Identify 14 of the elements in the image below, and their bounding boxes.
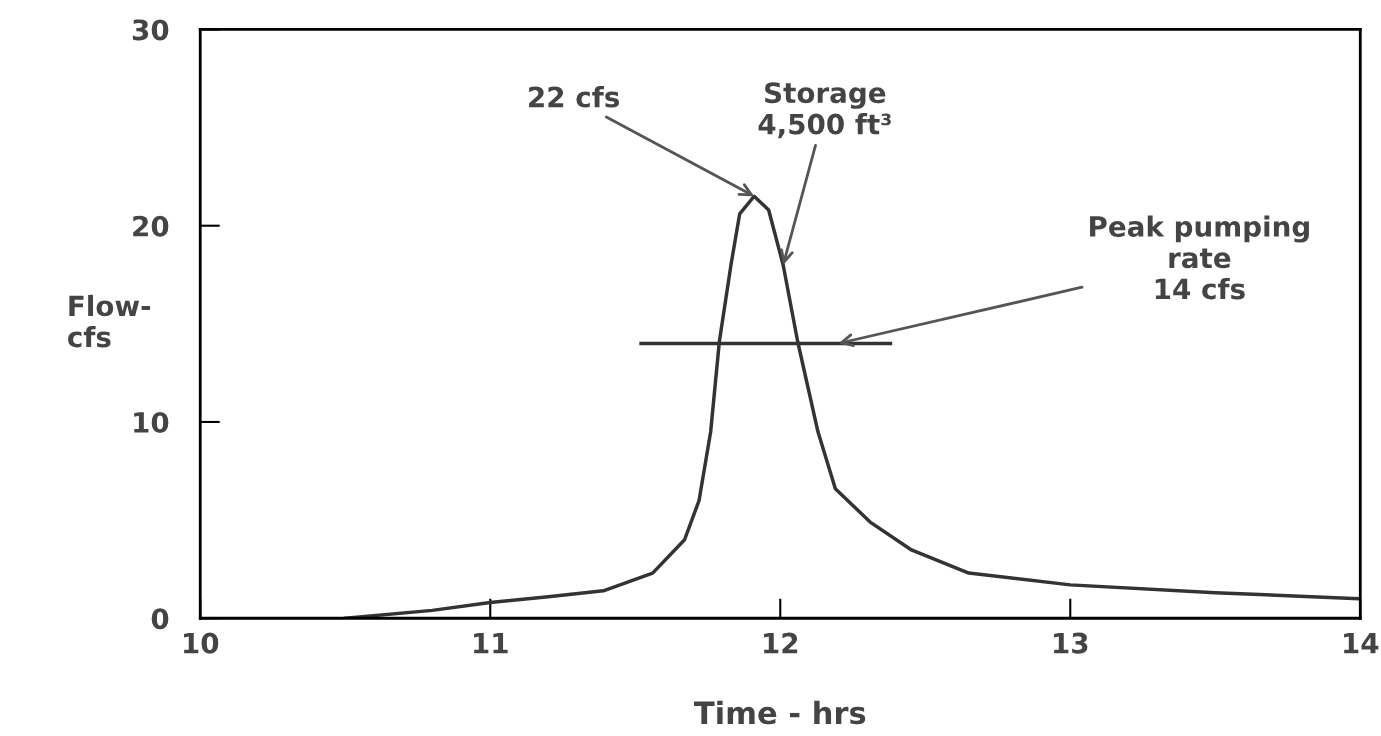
x-tick-label: 12 [764,632,798,654]
x-tick-label: 14 [1344,632,1379,654]
y-tick-label: 10 [134,411,169,433]
annotation: Peak pumping rate 14 cfs [1090,215,1309,300]
annotation: 22 cfs [529,86,619,108]
x-tick-label: 11 [474,632,508,654]
y-tick-label: 20 [133,215,169,237]
x-axis-title: Time - hrs [693,700,866,725]
y-tick-label: 0 [151,608,169,630]
y-tick-label: 30 [132,19,169,41]
y-axis-title: Flow- cfs [68,294,151,348]
annotation: Storage 4,500 ft³ [758,82,891,139]
x-tick-label: 13 [1054,632,1088,654]
x-tick-label: 10 [184,632,219,654]
